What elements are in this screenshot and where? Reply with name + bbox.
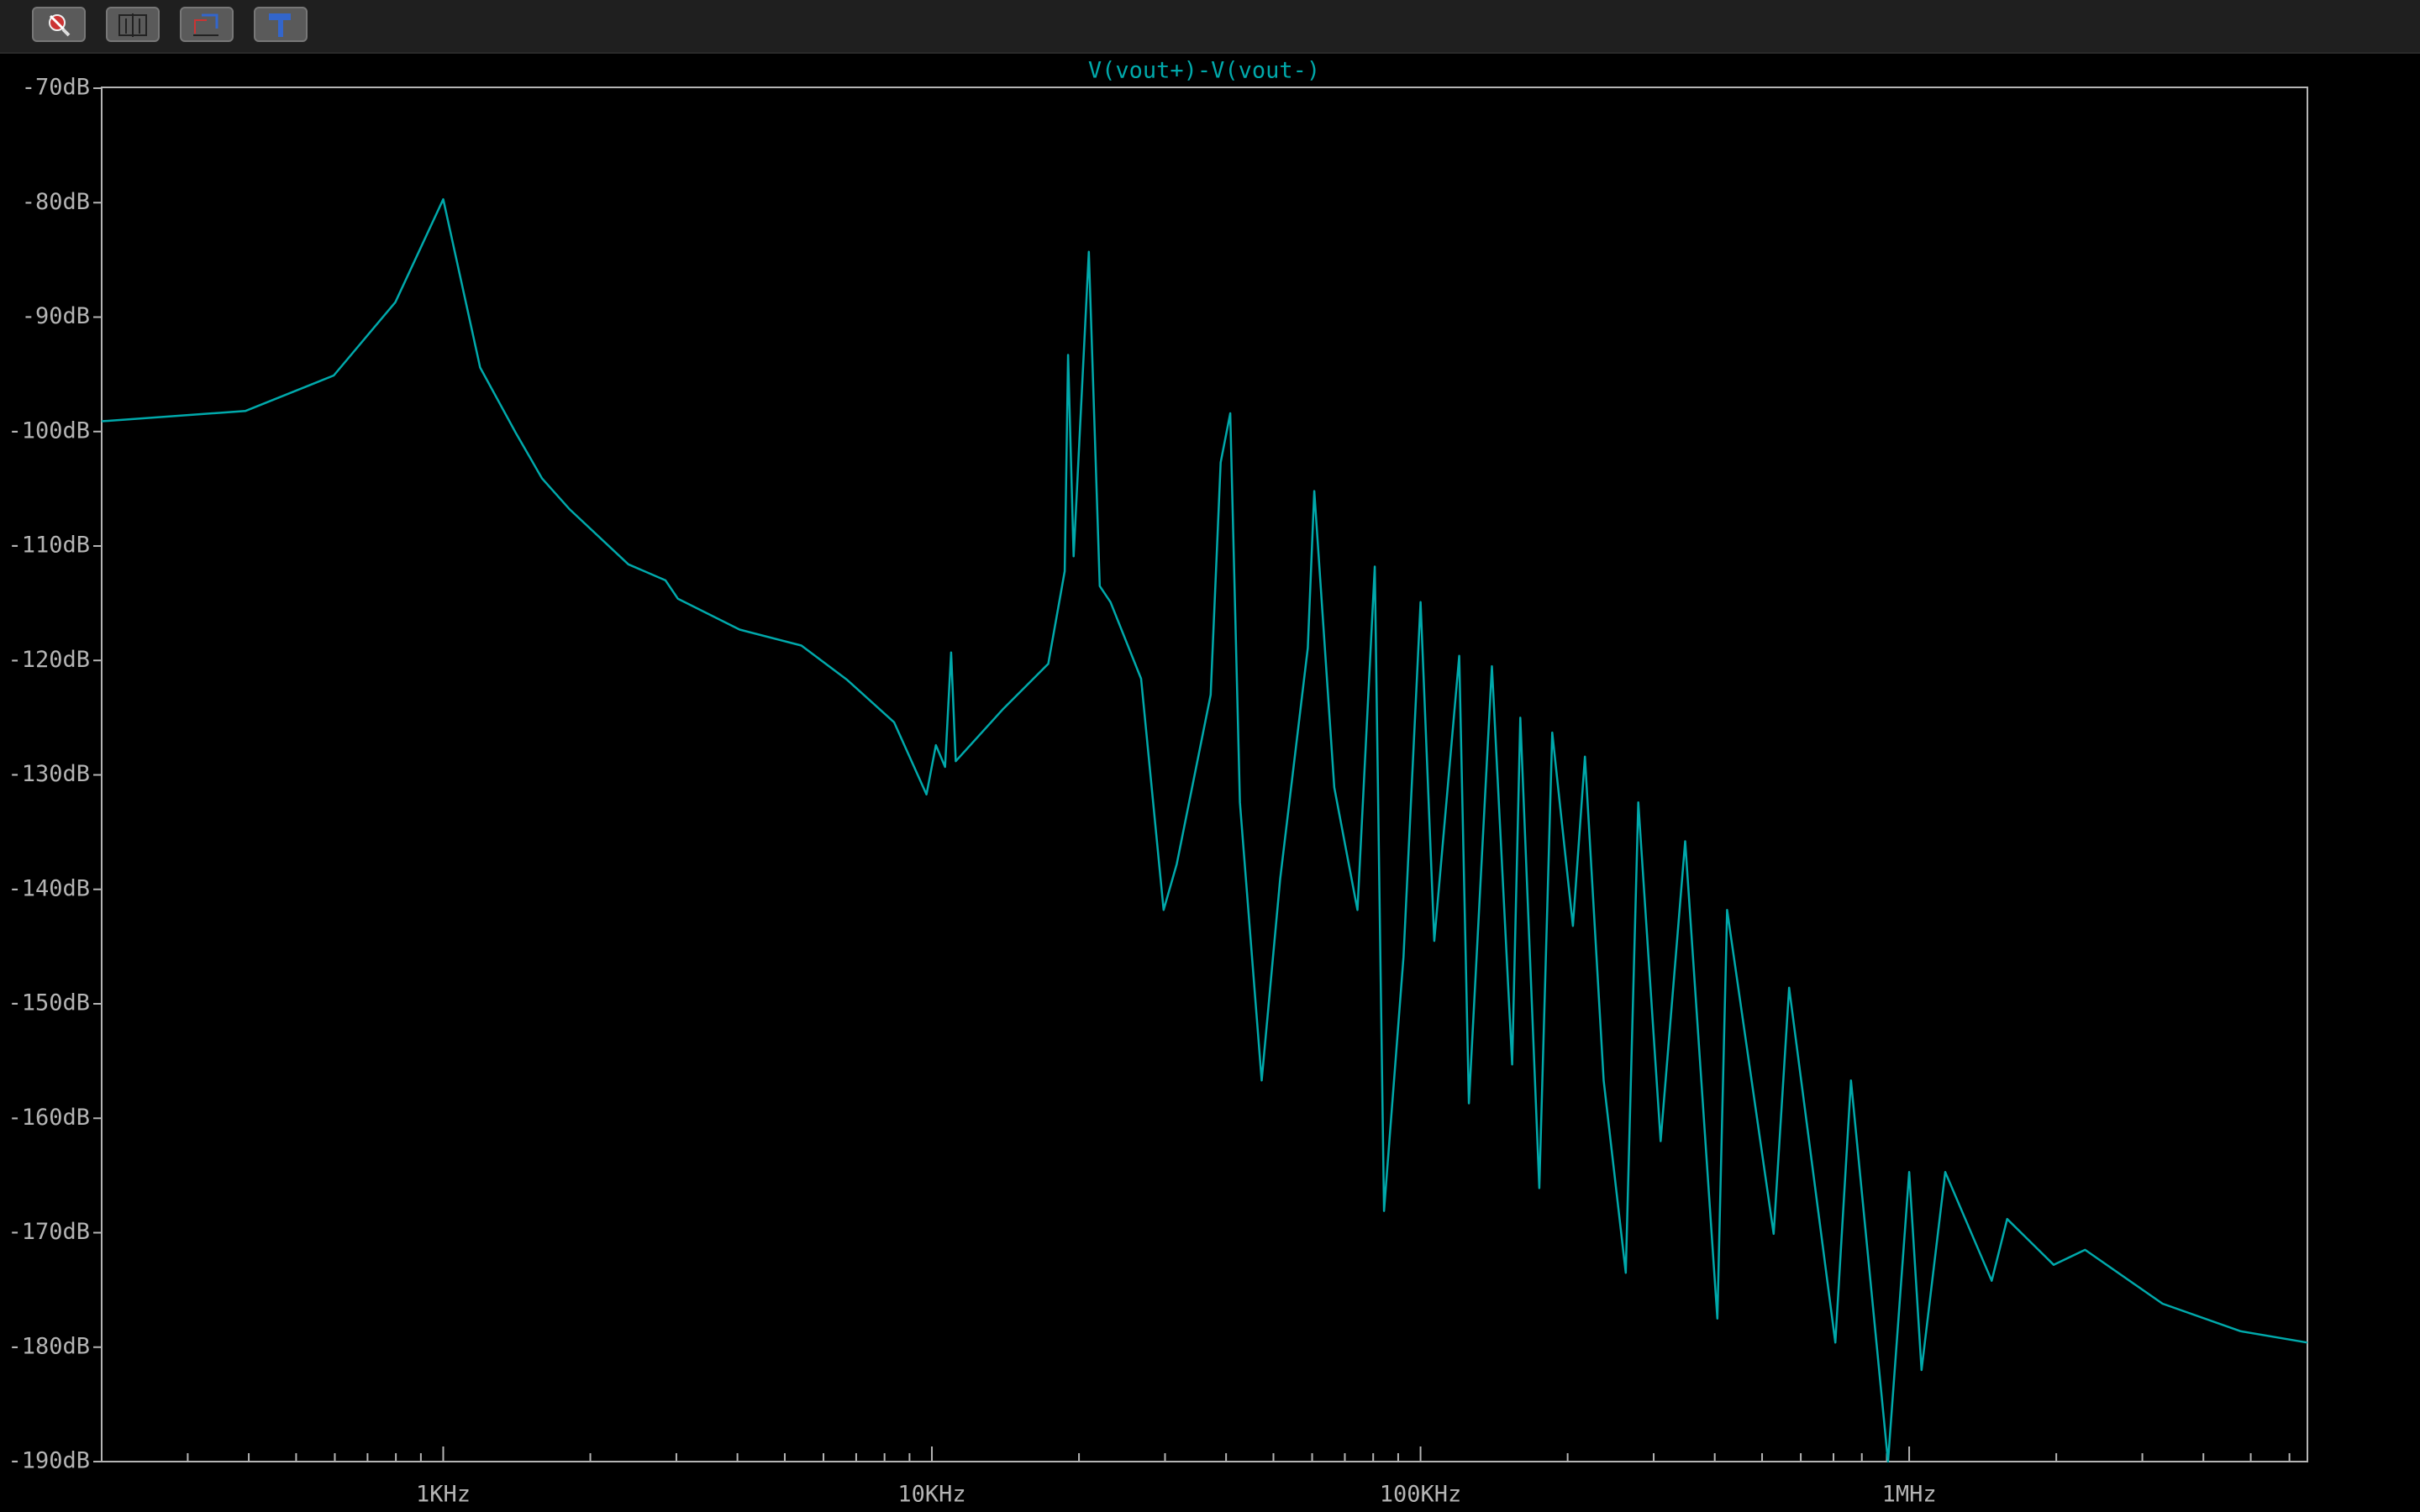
y-tick-label: -150dB <box>8 990 90 1016</box>
plot-frame <box>101 87 2308 1462</box>
x-tick-label: 100KHz <box>1380 1482 1462 1508</box>
y-tick-label: -180dB <box>8 1333 90 1359</box>
y-tick-label: -160dB <box>8 1105 90 1131</box>
y-tick-label: -70dB <box>22 75 90 101</box>
zoom-button[interactable] <box>32 7 86 42</box>
y-tick-label: -110dB <box>8 533 90 559</box>
y-tick-label: -130dB <box>8 761 90 787</box>
trace-title: V(vout+)-V(vout-) <box>1088 58 1320 84</box>
x-tick-label: 10KHz <box>897 1482 965 1508</box>
y-tick-label: -170dB <box>8 1219 90 1245</box>
y-tick-label: -190dB <box>8 1448 90 1474</box>
trace-line <box>101 197 2308 1463</box>
autorange-icon <box>118 13 147 37</box>
x-tick-label: 1MHz <box>1882 1482 1937 1508</box>
y-tick-label: -90dB <box>22 303 90 329</box>
y-tick-label: -140dB <box>8 875 90 901</box>
tools-button[interactable] <box>254 7 308 42</box>
y-tick-label: -80dB <box>22 189 90 215</box>
y-tick-label: -120dB <box>8 647 90 673</box>
zoom-icon <box>49 14 71 37</box>
y-tick-label: -100dB <box>8 417 90 444</box>
hammer-icon <box>269 13 291 37</box>
toolbar <box>0 0 2420 54</box>
x-tick-label: 1KHz <box>416 1482 471 1508</box>
undo-zoom-button[interactable] <box>180 7 234 42</box>
undo-zoom-icon <box>193 13 218 36</box>
autorange-button[interactable] <box>106 7 160 42</box>
